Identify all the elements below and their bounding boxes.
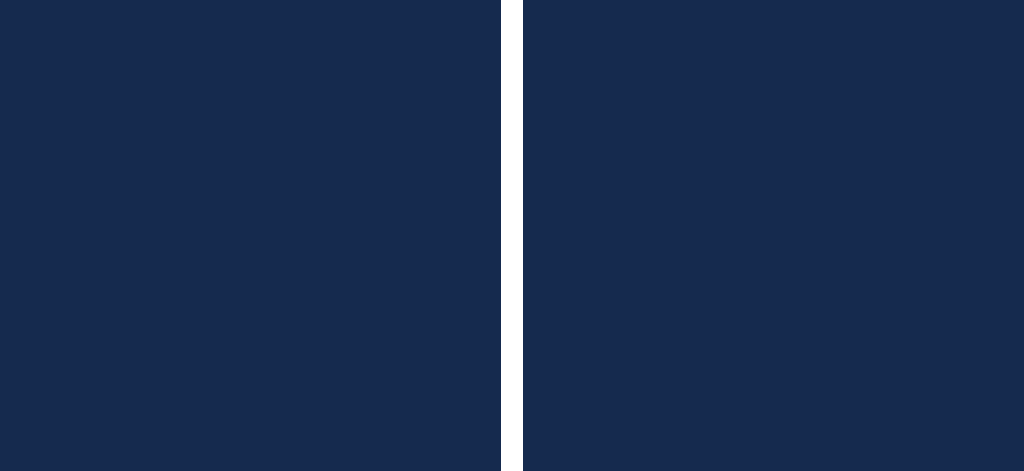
Text: acres of crops in U.S. are
experiencing drought
conditions this week.: acres of crops in U.S. are experiencing … <box>587 179 961 275</box>
Text: ↓: ↓ <box>40 346 65 374</box>
Text: of the U.S. and 53.77% of
the lower 48 states are in
drought this week.: of the U.S. and 53.77% of the lower 48 s… <box>58 179 442 275</box>
Text: 45.01%: 45.01% <box>83 33 418 111</box>
Text: ↓: ↓ <box>40 403 65 431</box>
Text: 6.2%  since last month: 6.2% since last month <box>100 404 438 430</box>
Text: ↓: ↓ <box>563 403 588 431</box>
Text: 0.0%  since last week: 0.0% since last week <box>624 347 943 374</box>
Text: 194.1 Million: 194.1 Million <box>520 33 1024 100</box>
Text: 0.8%  since last week: 0.8% since last week <box>100 347 420 374</box>
Text: —: — <box>563 347 590 374</box>
Text: 10.1%  since last month: 10.1% since last month <box>624 404 980 430</box>
